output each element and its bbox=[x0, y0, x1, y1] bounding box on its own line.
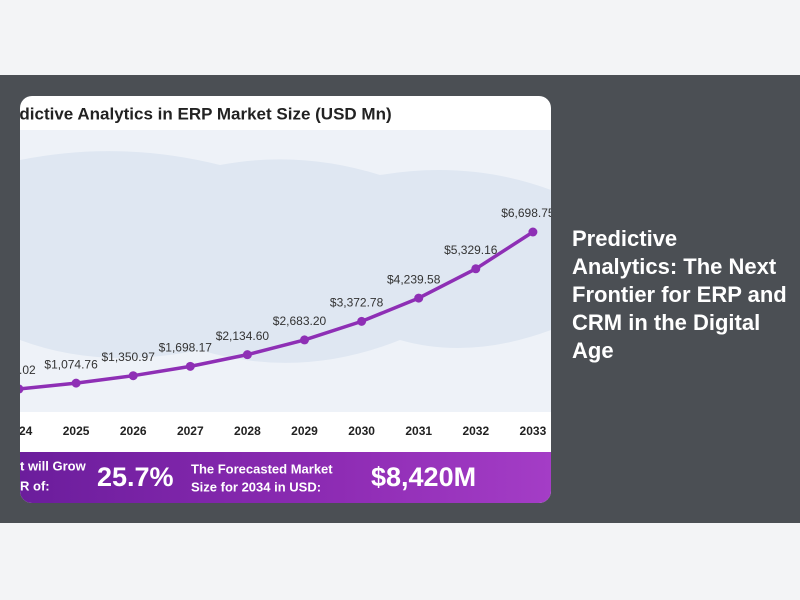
x-tick-label: 2033 bbox=[520, 424, 547, 438]
data-point bbox=[242, 350, 252, 360]
x-tick-label: 2026 bbox=[120, 424, 147, 438]
data-point bbox=[414, 293, 424, 303]
article-heading: Predictive Analytics: The Next Frontier … bbox=[572, 226, 787, 363]
value-label: $3,372.78 bbox=[330, 296, 384, 310]
banner bbox=[20, 452, 551, 503]
value-label: $1,074.76 bbox=[44, 357, 98, 371]
banner-text: t will Grow bbox=[20, 458, 87, 473]
banner-text: R of: bbox=[20, 478, 50, 493]
value-label: $6,698.75 bbox=[501, 206, 555, 220]
data-line bbox=[20, 230, 534, 391]
x-tick-label: 2030 bbox=[348, 424, 375, 438]
chart-title: Predictive Analytics in ERP Market Size … bbox=[0, 104, 392, 123]
banner-text: The Forecasted Market bbox=[191, 461, 333, 476]
forecast-value: $8,420M bbox=[371, 462, 476, 492]
value-label: $855.02 bbox=[0, 363, 36, 377]
x-tick-label: 2031 bbox=[405, 424, 432, 438]
data-point bbox=[528, 227, 538, 237]
value-label: $1,350.97 bbox=[102, 350, 156, 364]
data-point bbox=[357, 316, 367, 326]
x-tick-label: 2027 bbox=[177, 424, 204, 438]
data-point bbox=[300, 335, 309, 345]
data-point bbox=[128, 371, 138, 381]
banner-text: Size for 2034 in USD: bbox=[191, 479, 321, 494]
x-tick-label: 2028 bbox=[234, 424, 261, 438]
x-tick-label: 2025 bbox=[63, 424, 90, 438]
value-label: $2,683.20 bbox=[273, 314, 327, 328]
data-point bbox=[20, 384, 24, 394]
value-label: $4,239.58 bbox=[387, 272, 441, 286]
cagr-value: 25.7% bbox=[97, 462, 174, 492]
x-tick-label: 2024 bbox=[6, 424, 33, 438]
value-label: $2,134.60 bbox=[216, 329, 270, 343]
data-point bbox=[71, 378, 81, 388]
map-shape bbox=[20, 151, 551, 363]
x-tick-label: 2032 bbox=[462, 424, 489, 438]
data-point bbox=[471, 264, 481, 274]
article-image: Predictive Analytics in ERP Market Size … bbox=[0, 96, 555, 503]
data-point bbox=[185, 361, 195, 371]
x-tick-label: 2029 bbox=[291, 424, 318, 438]
value-label: $1,698.17 bbox=[159, 341, 213, 355]
value-label: $5,329.16 bbox=[444, 243, 498, 257]
